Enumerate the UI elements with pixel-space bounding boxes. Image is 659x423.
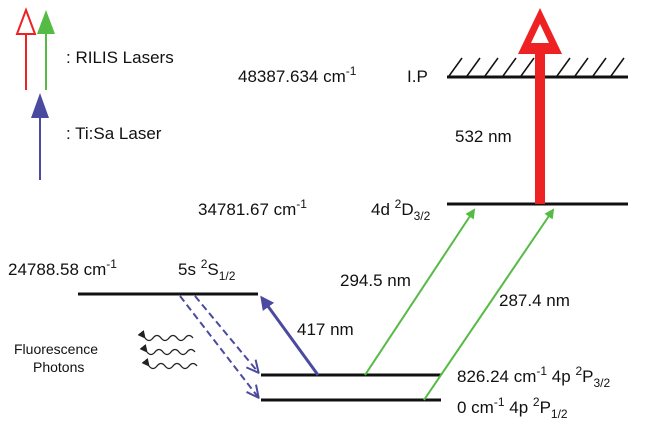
transition-294-5nm-label: 294.5 nm <box>340 271 411 290</box>
level-5s-2s12: 24788.58 cm-1 5s 2S1/2 <box>8 257 258 296</box>
tisa-legend-blue-arrow-icon <box>31 93 49 180</box>
fluorescence-label-line1: Fluorescence <box>14 341 98 357</box>
transition-294-5nm-arrow <box>364 208 476 376</box>
tisa-legend-label: : Ti:Sa Laser <box>66 124 162 143</box>
ip-state-label: I.P <box>407 67 428 86</box>
p32-label: 826.24 cm-1 4p 2P3/2 <box>457 364 610 390</box>
fluorescence-label-line2: Photons <box>33 359 84 375</box>
d-energy-label: 34781.67 cm-1 <box>198 197 307 219</box>
level-4d-2d32: 34781.67 cm-1 4d 2D3/2 <box>198 197 628 223</box>
transition-532nm-label: 532 nm <box>455 127 512 146</box>
transition-417nm-label: 417 nm <box>297 320 354 339</box>
level-4p-2p12: 0 cm-1 4p 2P1/2 <box>261 395 568 421</box>
rilis-legend-red-arrow-icon <box>15 7 37 90</box>
level-ionization-potential: 48387.634 cm-1 I.P <box>238 57 628 86</box>
transition-287-4nm-arrow <box>423 208 555 401</box>
decay-to-p32-dashed-arrow <box>194 295 258 372</box>
d-term-label: 4d 2D3/2 <box>371 197 431 223</box>
p12-label: 0 cm-1 4p 2P1/2 <box>457 395 568 421</box>
rilis-legend-green-arrow-icon <box>37 10 55 90</box>
continuum-hatching <box>448 57 625 77</box>
decay-to-p12-dashed-arrow <box>179 295 258 397</box>
level-4p-2p32: 826.24 cm-1 4p 2P3/2 <box>261 364 610 390</box>
rilis-legend-label: : RILIS Lasers <box>66 48 174 67</box>
transition-287-4nm-label: 287.4 nm <box>499 291 570 310</box>
s-term-label: 5s 2S1/2 <box>178 257 236 283</box>
s-energy-label: 24788.58 cm-1 <box>8 257 117 279</box>
transition-417nm-arrow <box>260 295 320 376</box>
transition-532nm-arrow <box>518 8 562 204</box>
ip-energy-label: 48387.634 cm-1 <box>238 64 357 86</box>
legend: : RILIS Lasers : Ti:Sa Laser <box>15 7 174 180</box>
fluorescence-photon-waves-icon <box>137 330 198 370</box>
